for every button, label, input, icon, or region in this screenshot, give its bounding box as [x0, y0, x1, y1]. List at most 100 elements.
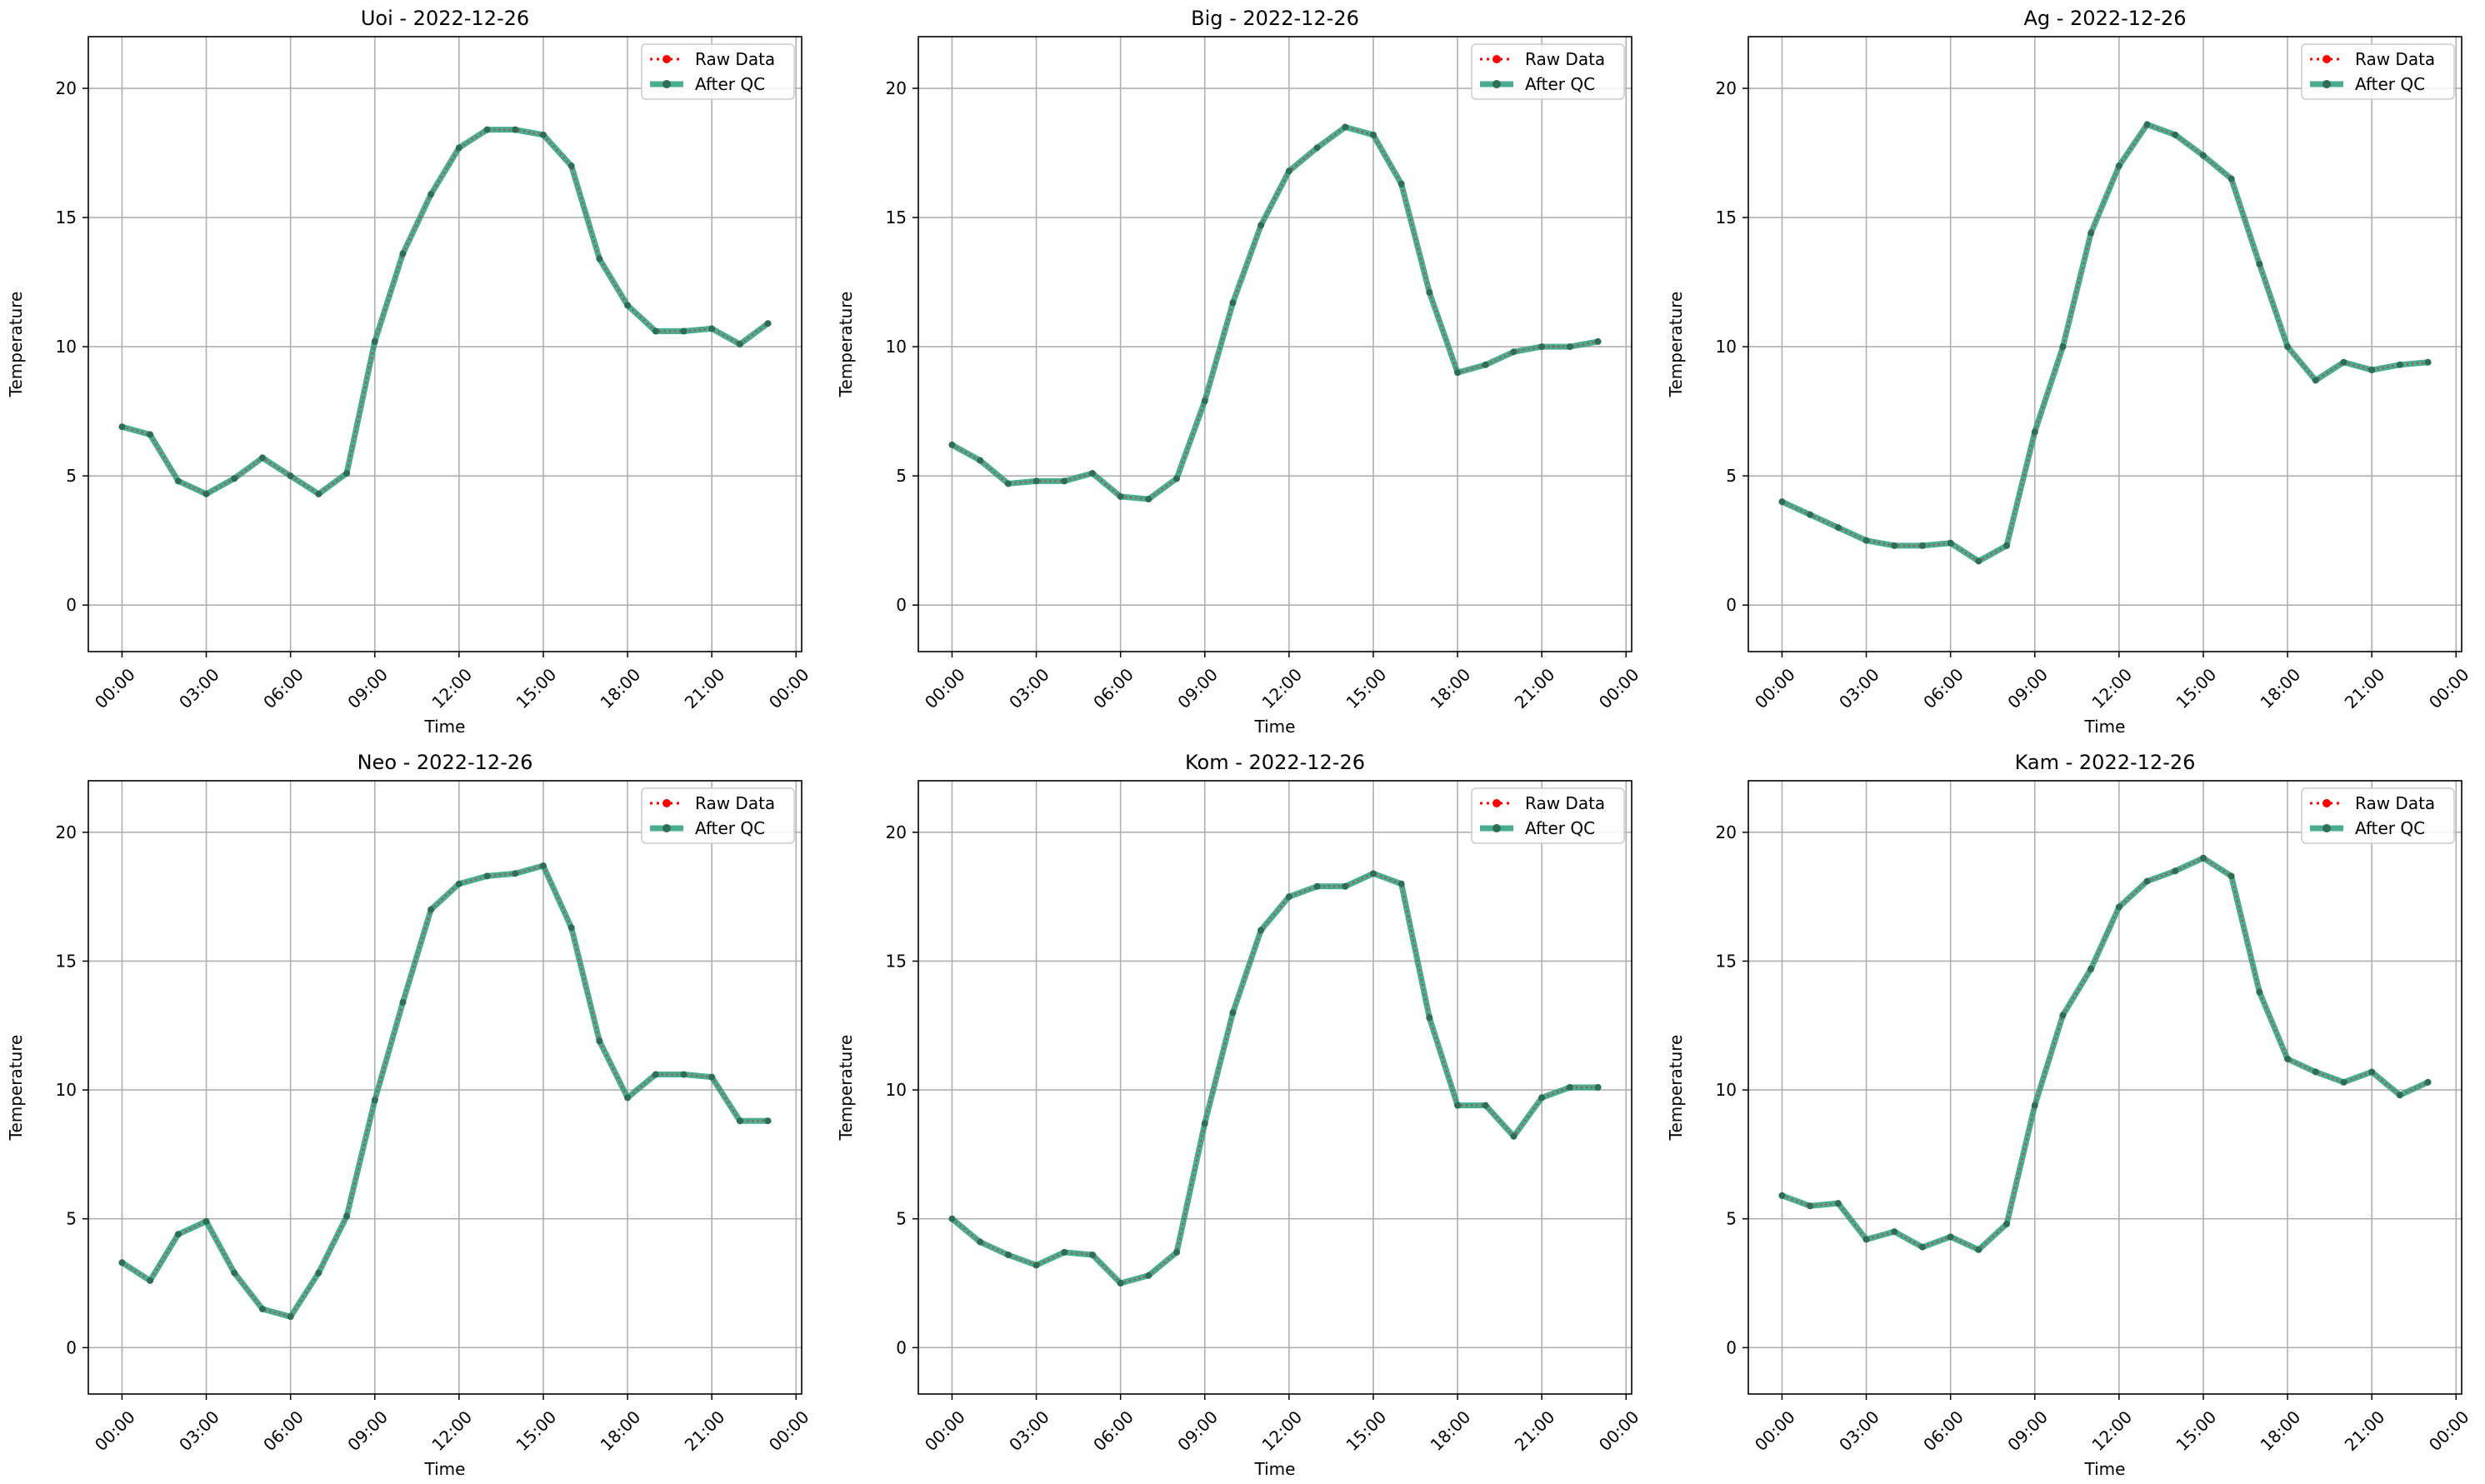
data-point-after-qc [2256, 260, 2263, 267]
x-axis-label: Time [424, 1459, 466, 1479]
x-tick-label: 21:00 [2341, 1407, 2389, 1455]
data-point-after-qc [1807, 1202, 1814, 1210]
data-point-after-qc [2284, 1055, 2292, 1062]
y-tick-label: 0 [896, 1337, 907, 1357]
data-point-after-qc [2256, 988, 2263, 996]
data-point-after-qc [539, 862, 547, 870]
data-point-after-qc [1229, 299, 1237, 307]
data-point-after-qc [568, 924, 575, 932]
data-point-after-qc [455, 144, 462, 152]
data-point-after-qc [399, 998, 407, 1006]
subplot-panel: Kom - 2022-12-26 00:00 03:00 06:00 09:00 12:0… [836, 751, 1643, 1479]
data-point-after-qc [1566, 1084, 1573, 1091]
data-point-after-qc [343, 1212, 351, 1220]
data-point-after-qc [1891, 542, 1898, 549]
data-point-after-qc [1862, 1236, 1870, 1243]
data-point-after-qc [174, 477, 182, 485]
data-point-after-qc [118, 1259, 126, 1267]
y-axis-label: Temperature [836, 1035, 856, 1142]
data-point-after-qc [1918, 542, 1926, 549]
data-point-after-qc [2228, 872, 2235, 880]
data-point-after-qc [287, 472, 294, 480]
x-axis-label: Time [2084, 1459, 2126, 1479]
data-point-after-qc [1201, 1120, 1208, 1127]
legend: Raw Data After QC [2301, 43, 2455, 100]
data-point-after-qc [764, 320, 772, 327]
series-line-after-qc [121, 127, 770, 497]
data-point-after-qc [1947, 539, 1954, 547]
subplot-panel: Ag - 2022-12-26 00:00 03:00 06:00 09:00 12:00… [1666, 7, 2473, 737]
data-point-after-qc [231, 1269, 238, 1277]
data-point-after-qc [948, 1215, 956, 1222]
y-tick-label: 10 [56, 1080, 77, 1100]
data-point-after-qc [2088, 965, 2095, 972]
legend: Raw Data After QC [2301, 787, 2455, 844]
subplot-title: Ag - 2022-12-26 [2023, 7, 2186, 30]
data-point-after-qc [2143, 877, 2151, 885]
legend-raw-marker [662, 55, 671, 63]
data-point-after-qc [680, 1071, 688, 1078]
x-tick-label: 12:00 [2088, 664, 2136, 712]
legend-label-raw-data: Raw Data [1525, 793, 1605, 813]
y-tick-label: 0 [1726, 1337, 1737, 1357]
x-axis-label: Time [1254, 717, 1296, 737]
y-tick-label: 0 [896, 595, 907, 615]
x-tick-label: 15:00 [512, 1407, 561, 1455]
legend: Raw Data After QC [1471, 43, 1625, 100]
data-point-after-qc [2368, 1068, 2376, 1076]
x-tick-label: 15:00 [1342, 1407, 1391, 1455]
data-point-after-qc [2003, 542, 2011, 549]
legend: Raw Data After QC [641, 43, 795, 100]
x-tick-label: 21:00 [681, 1407, 729, 1455]
data-point-after-qc [315, 1269, 322, 1277]
series-line-raw-data [951, 872, 1598, 1285]
data-point-after-qc [2172, 867, 2179, 875]
data-point-after-qc [512, 870, 519, 877]
data-point-after-qc [2340, 1078, 2348, 1086]
data-point-after-qc [539, 131, 547, 138]
legend-label-raw-data: Raw Data [695, 49, 775, 69]
x-tick-label: 12:00 [1258, 664, 1306, 712]
x-tick-label: 06:00 [1919, 1407, 1968, 1455]
y-tick-label: 5 [66, 1209, 77, 1229]
data-point-after-qc [2368, 367, 2376, 374]
subplot-title: Kom - 2022-12-26 [1185, 751, 1365, 774]
y-tick-label: 15 [1716, 951, 1737, 971]
data-point-after-qc [1834, 1200, 1842, 1207]
y-tick-label: 0 [1726, 595, 1737, 615]
x-tick-label: 12:00 [2088, 1407, 2136, 1455]
data-point-after-qc [1862, 537, 1870, 544]
data-point-after-qc [1510, 1132, 1518, 1140]
x-tick-label: 06:00 [1919, 664, 1968, 712]
data-point-after-qc [1004, 480, 1012, 487]
y-tick-label: 20 [1716, 822, 1737, 842]
data-point-after-qc [1285, 167, 1292, 175]
y-tick-label: 15 [886, 951, 907, 971]
data-point-after-qc [1258, 222, 1265, 229]
x-tick-label: 18:00 [2257, 1407, 2305, 1455]
data-point-after-qc [596, 255, 603, 262]
data-point-after-qc [1342, 882, 1349, 890]
x-tick-label: 15:00 [512, 664, 561, 712]
data-point-after-qc [2199, 854, 2207, 862]
x-tick-label: 03:00 [175, 664, 223, 712]
subplot-panel: Neo - 2022-12-26 00:00 03:00 06:00 09:00 12:0… [6, 751, 813, 1479]
y-tick-label: 5 [1726, 1209, 1737, 1229]
x-tick-label: 21:00 [681, 664, 729, 712]
legend-label-raw-data: Raw Data [695, 793, 775, 813]
y-axis-label: Temperature [1666, 1035, 1686, 1142]
data-point-after-qc [2312, 377, 2319, 384]
y-tick-label: 5 [1726, 466, 1737, 486]
data-point-after-qc [1201, 397, 1208, 405]
data-point-after-qc [977, 457, 984, 464]
data-point-after-qc [1342, 123, 1349, 131]
legend-label-raw-data: Raw Data [2355, 793, 2435, 813]
x-tick-label: 12:00 [428, 1407, 476, 1455]
legend: Raw Data After QC [1471, 787, 1625, 844]
data-point-after-qc [1369, 870, 1377, 877]
data-point-after-qc [2172, 131, 2179, 138]
data-point-after-qc [2396, 1092, 2403, 1099]
x-tick-label: 15:00 [2172, 664, 2221, 712]
legend-qc-marker [1492, 824, 1501, 832]
x-tick-label: 15:00 [2172, 1407, 2221, 1455]
